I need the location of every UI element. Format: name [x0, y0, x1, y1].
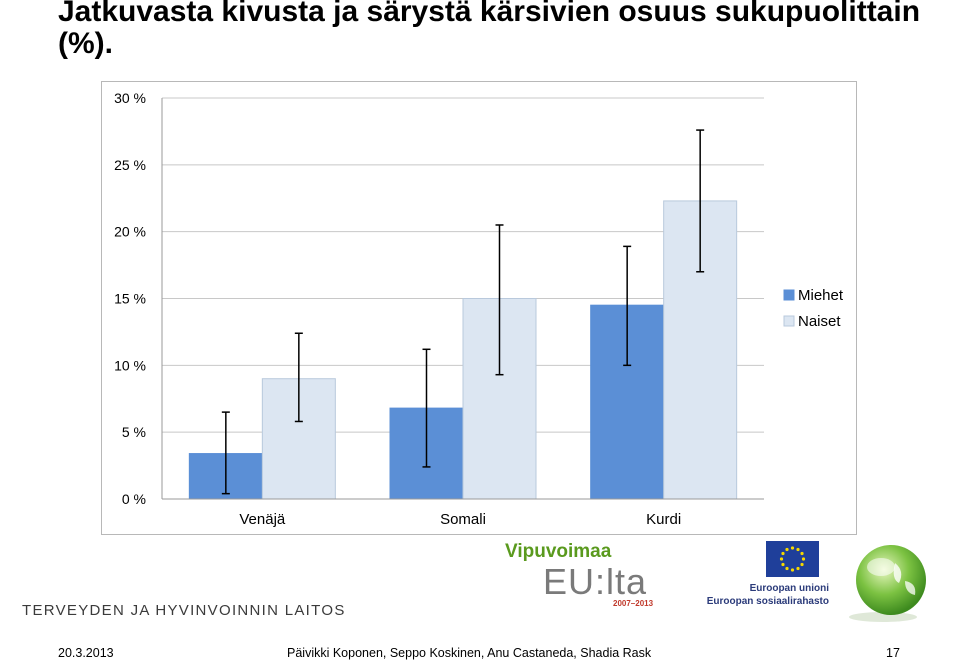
eu-star	[796, 547, 800, 552]
eu-star	[790, 568, 795, 572]
eu-star	[800, 562, 804, 567]
eu-flag-icon	[766, 541, 819, 577]
vipuvoimaa-logo: Vipuvoimaa EU:lta 2007–2013	[503, 541, 663, 613]
y-tick-label: 30 %	[114, 90, 146, 106]
eu-star	[800, 551, 804, 556]
y-tick-label: 0 %	[122, 491, 146, 507]
legend-label: Miehet	[798, 287, 844, 304]
eu-star	[781, 551, 785, 556]
page-number: 17	[886, 646, 900, 660]
eu-star	[790, 546, 795, 550]
eu-star	[785, 566, 789, 571]
program-main: EU:lta	[543, 561, 648, 602]
program-title: Vipuvoimaa	[505, 541, 612, 562]
eu-star	[779, 557, 784, 561]
y-tick-label: 5 %	[122, 424, 146, 440]
eu-text: Euroopan unioni Euroopan sosiaalirahasto	[699, 582, 829, 608]
eu-line-2: Euroopan sosiaalirahasto	[706, 596, 829, 607]
eu-star	[785, 547, 789, 552]
x-category-label: Venäjä	[239, 511, 286, 528]
legend-swatch	[783, 315, 795, 327]
program-years: 2007–2013	[613, 599, 654, 608]
slide-title: Jatkuvasta kivusta ja särystä kärsivien …	[58, 0, 921, 60]
x-category-label: Somali	[440, 511, 486, 528]
y-tick-label: 25 %	[114, 157, 146, 173]
legend-label: Naiset	[798, 313, 841, 330]
y-tick-label: 20 %	[114, 224, 146, 240]
y-tick-label: 10 %	[114, 357, 146, 373]
eu-star	[796, 566, 800, 571]
eu-star	[801, 557, 806, 561]
footer	[0, 634, 960, 661]
footer-date: 20.3.2013	[58, 646, 114, 660]
eu-star	[781, 562, 785, 567]
footer-authors: Päivikki Koponen, Seppo Koskinen, Anu Ca…	[287, 646, 652, 660]
y-tick-label: 15 %	[114, 291, 146, 307]
x-category-label: Kurdi	[646, 511, 681, 528]
bar-chart: 0 % 5 % 10 % 15 % 20 % 25 % 30 % Venäjä Somali Ku…	[114, 90, 844, 528]
institute-name: TERVEYDEN JA HYVINVOINNIN LAITOS	[22, 602, 346, 619]
globe-logo-icon	[849, 545, 926, 622]
eu-line-1: Euroopan unioni	[749, 583, 829, 594]
legend-swatch	[783, 289, 795, 301]
chart-container: 0 % 5 % 10 % 15 % 20 % 25 % 30 % Venäjä Somali Ku…	[101, 81, 857, 535]
